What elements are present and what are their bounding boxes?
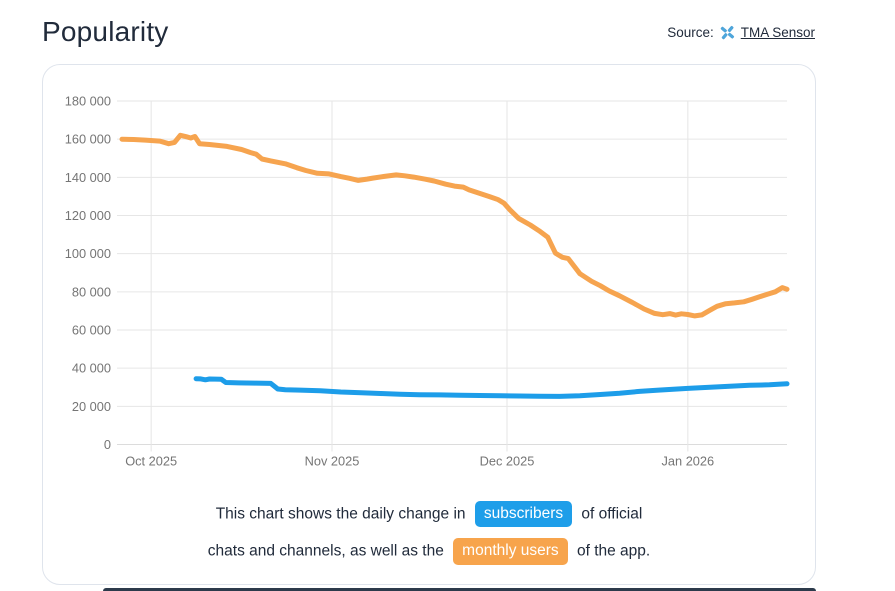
- caption-text: of official: [581, 505, 643, 523]
- monthly-users-badge: monthly users: [453, 538, 568, 565]
- source-link[interactable]: TMA Sensor: [740, 25, 815, 40]
- next-section-edge: [103, 588, 816, 591]
- svg-text:160 000: 160 000: [65, 132, 111, 147]
- svg-text:140 000: 140 000: [65, 170, 111, 185]
- chart-caption: This chart shows the daily change in sub…: [43, 501, 815, 576]
- source-label: Source:: [667, 25, 714, 40]
- svg-text:20 000: 20 000: [72, 399, 111, 414]
- gridlines: [117, 100, 787, 452]
- svg-text:80 000: 80 000: [72, 284, 111, 299]
- tma-sensor-icon: [719, 24, 736, 41]
- popularity-chart-card: 0 20 000 40 000 60 000 80 000 100 000 120 000 1…: [42, 64, 816, 585]
- svg-text:0: 0: [104, 437, 111, 452]
- caption-text: of the app.: [576, 542, 651, 560]
- svg-text:Jan 2026: Jan 2026: [662, 454, 715, 469]
- caption-line-1: This chart shows the daily change in sub…: [43, 501, 815, 528]
- svg-text:60 000: 60 000: [72, 323, 111, 338]
- svg-text:Dec 2025: Dec 2025: [480, 454, 535, 469]
- svg-text:100 000: 100 000: [65, 246, 111, 261]
- page-title: Popularity: [42, 16, 169, 47]
- caption-line-2: chats and channels, as well as the month…: [43, 538, 815, 565]
- series-lines: [119, 132, 790, 399]
- subscribers-badge: subscribers: [474, 501, 573, 528]
- source-attribution: Source: TMA Sensor: [667, 24, 815, 41]
- svg-text:Nov 2025: Nov 2025: [305, 454, 360, 469]
- popularity-chart[interactable]: 0 20 000 40 000 60 000 80 000 100 000 120 000 1…: [43, 65, 817, 586]
- svg-text:40 000: 40 000: [72, 361, 111, 376]
- svg-text:120 000: 120 000: [65, 208, 111, 223]
- caption-text: This chart shows the daily change in: [215, 505, 466, 523]
- caption-text: chats and channels, as well as the: [207, 542, 444, 560]
- svg-text:180 000: 180 000: [65, 94, 111, 109]
- axis-labels: 0 20 000 40 000 60 000 80 000 100 000 120 000 1…: [65, 94, 714, 469]
- svg-text:Oct 2025: Oct 2025: [125, 454, 177, 469]
